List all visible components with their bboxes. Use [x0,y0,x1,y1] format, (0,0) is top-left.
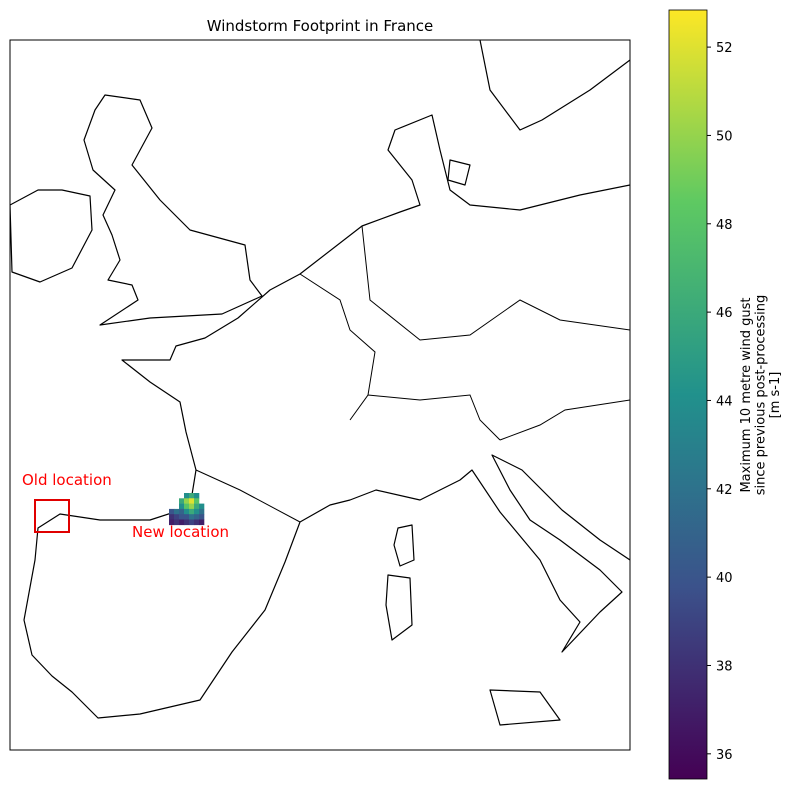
footprint-cell [184,503,190,510]
footprint-cell [179,508,185,515]
annotation: New location [132,523,229,541]
footprint-cell [194,519,200,526]
footprint-cell [179,519,185,526]
colorbar-tick-label: 44 [716,394,733,409]
footprint-cell [199,503,205,510]
colorbar-tick-label: 48 [716,218,733,233]
footprint-cell [179,503,185,510]
footprint-cell [194,503,200,510]
colorbar-tick-label: 46 [716,306,733,321]
colorbar-label: [m s-1] [768,372,783,419]
footprint-cell [174,519,180,526]
footprint-cell [184,498,190,504]
annotation: Old location [22,471,112,489]
footprint-cell [174,514,180,520]
footprint-cell [199,508,205,515]
colorbar-label: Maximum 10 metre wind gust [739,297,754,492]
footprint-cell [194,508,200,515]
colorbar-tick-label: 36 [716,748,733,763]
footprint-cell [189,508,195,515]
colorbar-tick-label: 50 [716,129,733,144]
footprint-cell [194,493,200,499]
footprint-cell [194,498,200,504]
old-location-box [34,499,70,533]
colorbar [668,9,708,780]
footprint-cell [184,519,190,526]
footprint-cell [194,514,200,520]
footprint-cell [179,498,185,504]
footprint-cell [199,519,205,526]
colorbar-tick-label: 40 [716,571,733,586]
map-frame [9,39,631,751]
footprint-cell [189,514,195,520]
footprint-cell [184,514,190,520]
footprint-cell [169,508,175,515]
footprint-cell [189,519,195,526]
footprint-cell [169,514,175,520]
footprint-cell [189,498,195,504]
footprint-cell [179,514,185,520]
colorbar-tick-label: 52 [716,41,733,56]
colorbar-tick-label: 38 [716,659,733,674]
footprint-cell [174,508,180,515]
footprint-cell [184,508,190,515]
footprint-cell [169,519,175,526]
footprint-cell [189,503,195,510]
footprint-cell [199,514,205,520]
footprint-cell [184,493,190,499]
coastlines [10,40,630,726]
colorbar-label: since previous post-processing [754,295,769,495]
chart-title: Windstorm Footprint in France [207,17,434,35]
footprint-cell [189,493,195,499]
colorbar-tick-label: 42 [716,483,733,498]
